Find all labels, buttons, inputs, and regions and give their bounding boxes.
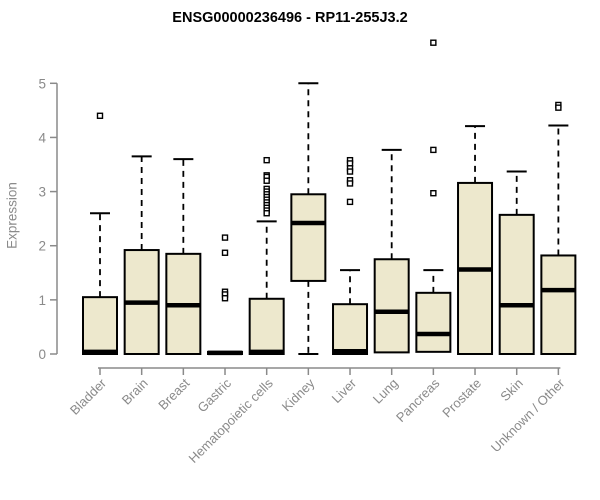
box-lung <box>373 258 410 354</box>
box-kidney <box>290 193 327 282</box>
x-category-label: Unknown / Other <box>488 375 568 455</box>
outlier-point <box>263 156 270 164</box>
box-hematopoietic-cells <box>248 297 285 355</box>
x-category-label: Breast <box>155 375 192 412</box>
x-category-label: Gastric <box>194 375 234 415</box>
chart-title: ENSG00000236496 - RP11-255J3.2 <box>172 10 408 26</box>
y-axis-label: Expression <box>4 182 20 249</box>
outlier-point <box>555 104 562 111</box>
x-category-label: Liver <box>329 375 360 406</box>
outlier-point <box>346 198 354 206</box>
outlier-point <box>221 295 229 302</box>
box-bladder <box>82 296 118 356</box>
x-category-label: Brain <box>119 376 151 408</box>
outlier-point <box>221 234 229 241</box>
outlier-point <box>346 168 354 175</box>
x-category-label: Prostate <box>439 376 484 421</box>
y-tick-label: 3 <box>38 185 46 200</box>
x-category-label: Skin <box>497 376 525 404</box>
y-tick-label: 5 <box>38 76 46 91</box>
box-pancreas <box>415 291 452 353</box>
y-tick-label: 1 <box>38 293 46 308</box>
outlier-point <box>430 190 437 197</box>
x-category-label: Pancreas <box>393 375 443 425</box>
outlier-point <box>430 146 437 154</box>
outlier-point <box>263 177 270 184</box>
outlier-point <box>430 39 437 46</box>
y-tick-label: 4 <box>38 130 46 145</box>
box-unknown-other <box>540 254 577 355</box>
x-category-label: Kidney <box>279 375 318 414</box>
box-liver <box>332 303 369 355</box>
box-skin <box>498 213 535 355</box>
y-tick-label: 0 <box>38 347 46 362</box>
outlier-point <box>96 112 104 119</box>
outlier-point <box>263 210 270 217</box>
x-category-label: Bladder <box>67 375 110 418</box>
outlier-point <box>221 249 229 256</box>
y-tick-label: 2 <box>38 239 46 254</box>
x-category-label: Lung <box>370 376 401 407</box>
outlier-point <box>346 180 354 187</box>
